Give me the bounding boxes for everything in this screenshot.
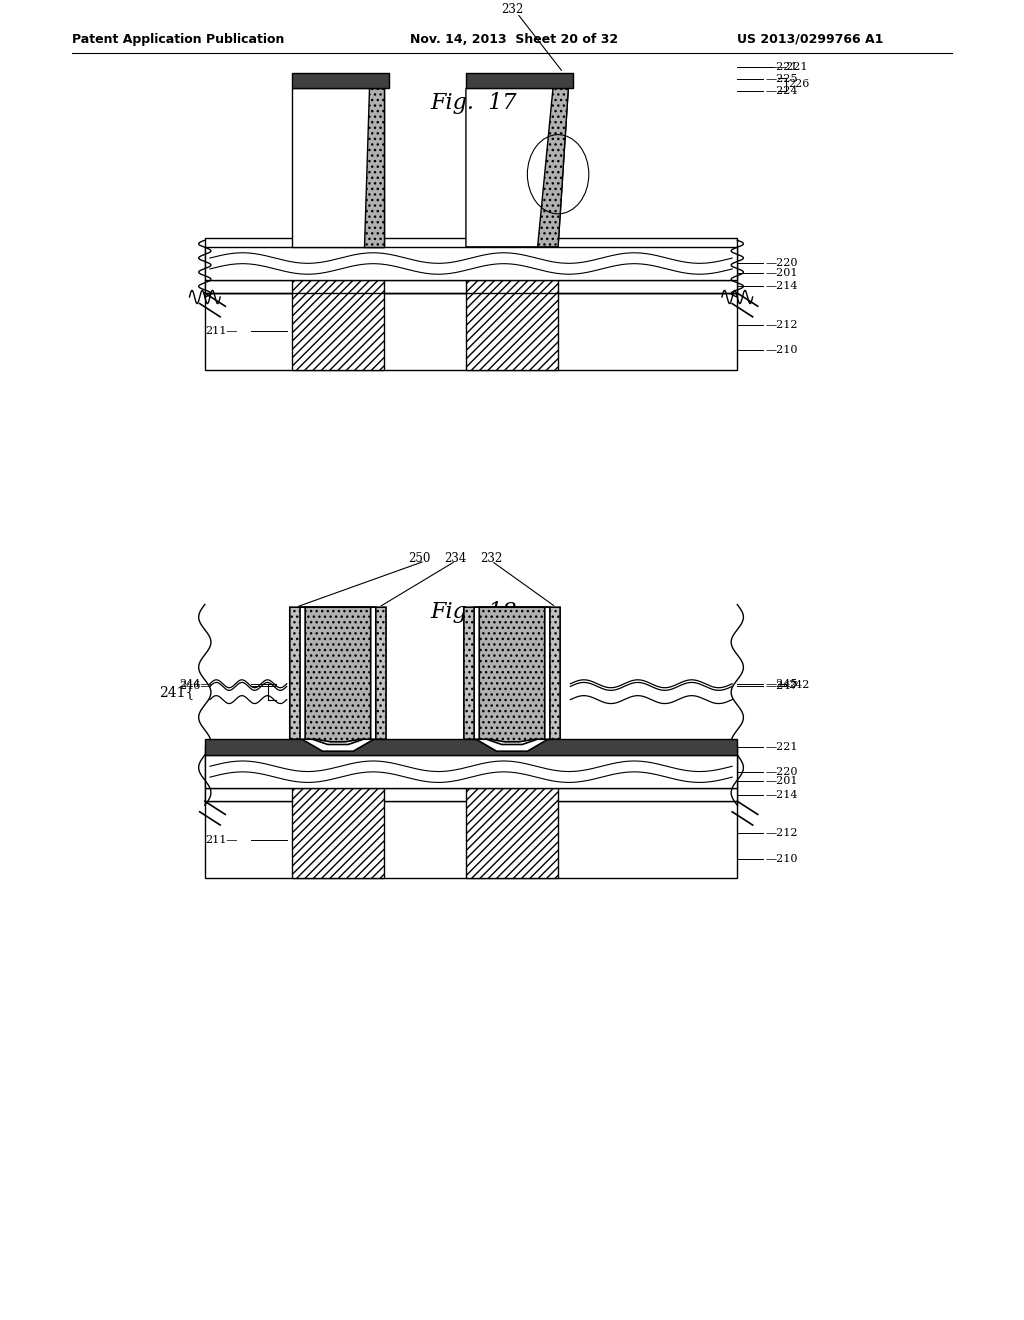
Text: 232: 232 <box>480 552 503 565</box>
Text: —210: —210 <box>766 854 799 863</box>
Text: Fig.  18: Fig. 18 <box>430 601 516 623</box>
FancyBboxPatch shape <box>466 280 558 370</box>
FancyBboxPatch shape <box>292 280 384 370</box>
Text: —214: —214 <box>766 789 799 800</box>
FancyBboxPatch shape <box>205 280 737 293</box>
Text: —220: —220 <box>766 767 799 776</box>
Polygon shape <box>302 739 374 751</box>
FancyBboxPatch shape <box>205 247 737 280</box>
FancyBboxPatch shape <box>205 293 737 370</box>
Text: 211—: 211— <box>205 834 238 845</box>
Text: —220: —220 <box>766 259 799 268</box>
Text: 234: 234 <box>444 552 467 565</box>
Text: 246—: 246— <box>179 681 212 692</box>
Text: 242: 242 <box>788 680 810 690</box>
Text: —212: —212 <box>766 828 799 838</box>
Text: —210: —210 <box>766 346 799 355</box>
FancyBboxPatch shape <box>205 746 737 805</box>
Polygon shape <box>538 88 568 247</box>
Polygon shape <box>290 607 386 751</box>
Text: 232: 232 <box>501 3 523 16</box>
Polygon shape <box>466 88 568 247</box>
Text: —201: —201 <box>766 268 799 279</box>
FancyBboxPatch shape <box>205 801 737 878</box>
Text: —214: —214 <box>766 281 799 292</box>
Polygon shape <box>300 607 376 744</box>
Text: —221: —221 <box>766 62 799 73</box>
Polygon shape <box>474 607 550 744</box>
Text: —247: —247 <box>766 681 799 692</box>
Polygon shape <box>464 607 560 751</box>
Text: —224: —224 <box>766 86 799 96</box>
Polygon shape <box>479 607 545 742</box>
FancyBboxPatch shape <box>205 238 737 297</box>
Polygon shape <box>292 88 384 247</box>
Text: —221: —221 <box>766 742 799 752</box>
Text: 244—: 244— <box>179 678 212 689</box>
Text: —245: —245 <box>766 678 799 689</box>
Polygon shape <box>305 607 371 742</box>
FancyBboxPatch shape <box>292 788 384 878</box>
Text: —201: —201 <box>766 776 799 787</box>
Polygon shape <box>364 88 384 247</box>
Text: US 2013/0299766 A1: US 2013/0299766 A1 <box>737 33 884 46</box>
FancyBboxPatch shape <box>292 73 389 88</box>
FancyBboxPatch shape <box>205 739 737 755</box>
Text: —221: —221 <box>775 62 808 73</box>
FancyBboxPatch shape <box>205 755 737 788</box>
FancyBboxPatch shape <box>205 788 737 801</box>
Text: —225: —225 <box>766 74 799 84</box>
Text: Fig.  17: Fig. 17 <box>430 92 516 115</box>
Text: 250: 250 <box>409 552 431 565</box>
Text: 241{: 241{ <box>159 685 195 698</box>
Text: 211—: 211— <box>205 326 238 337</box>
Text: Patent Application Publication: Patent Application Publication <box>72 33 284 46</box>
Polygon shape <box>476 739 548 751</box>
Text: Nov. 14, 2013  Sheet 20 of 32: Nov. 14, 2013 Sheet 20 of 32 <box>410 33 617 46</box>
FancyBboxPatch shape <box>466 788 558 878</box>
Text: 226: 226 <box>788 79 810 90</box>
FancyBboxPatch shape <box>466 73 573 88</box>
Text: —212: —212 <box>766 319 799 330</box>
